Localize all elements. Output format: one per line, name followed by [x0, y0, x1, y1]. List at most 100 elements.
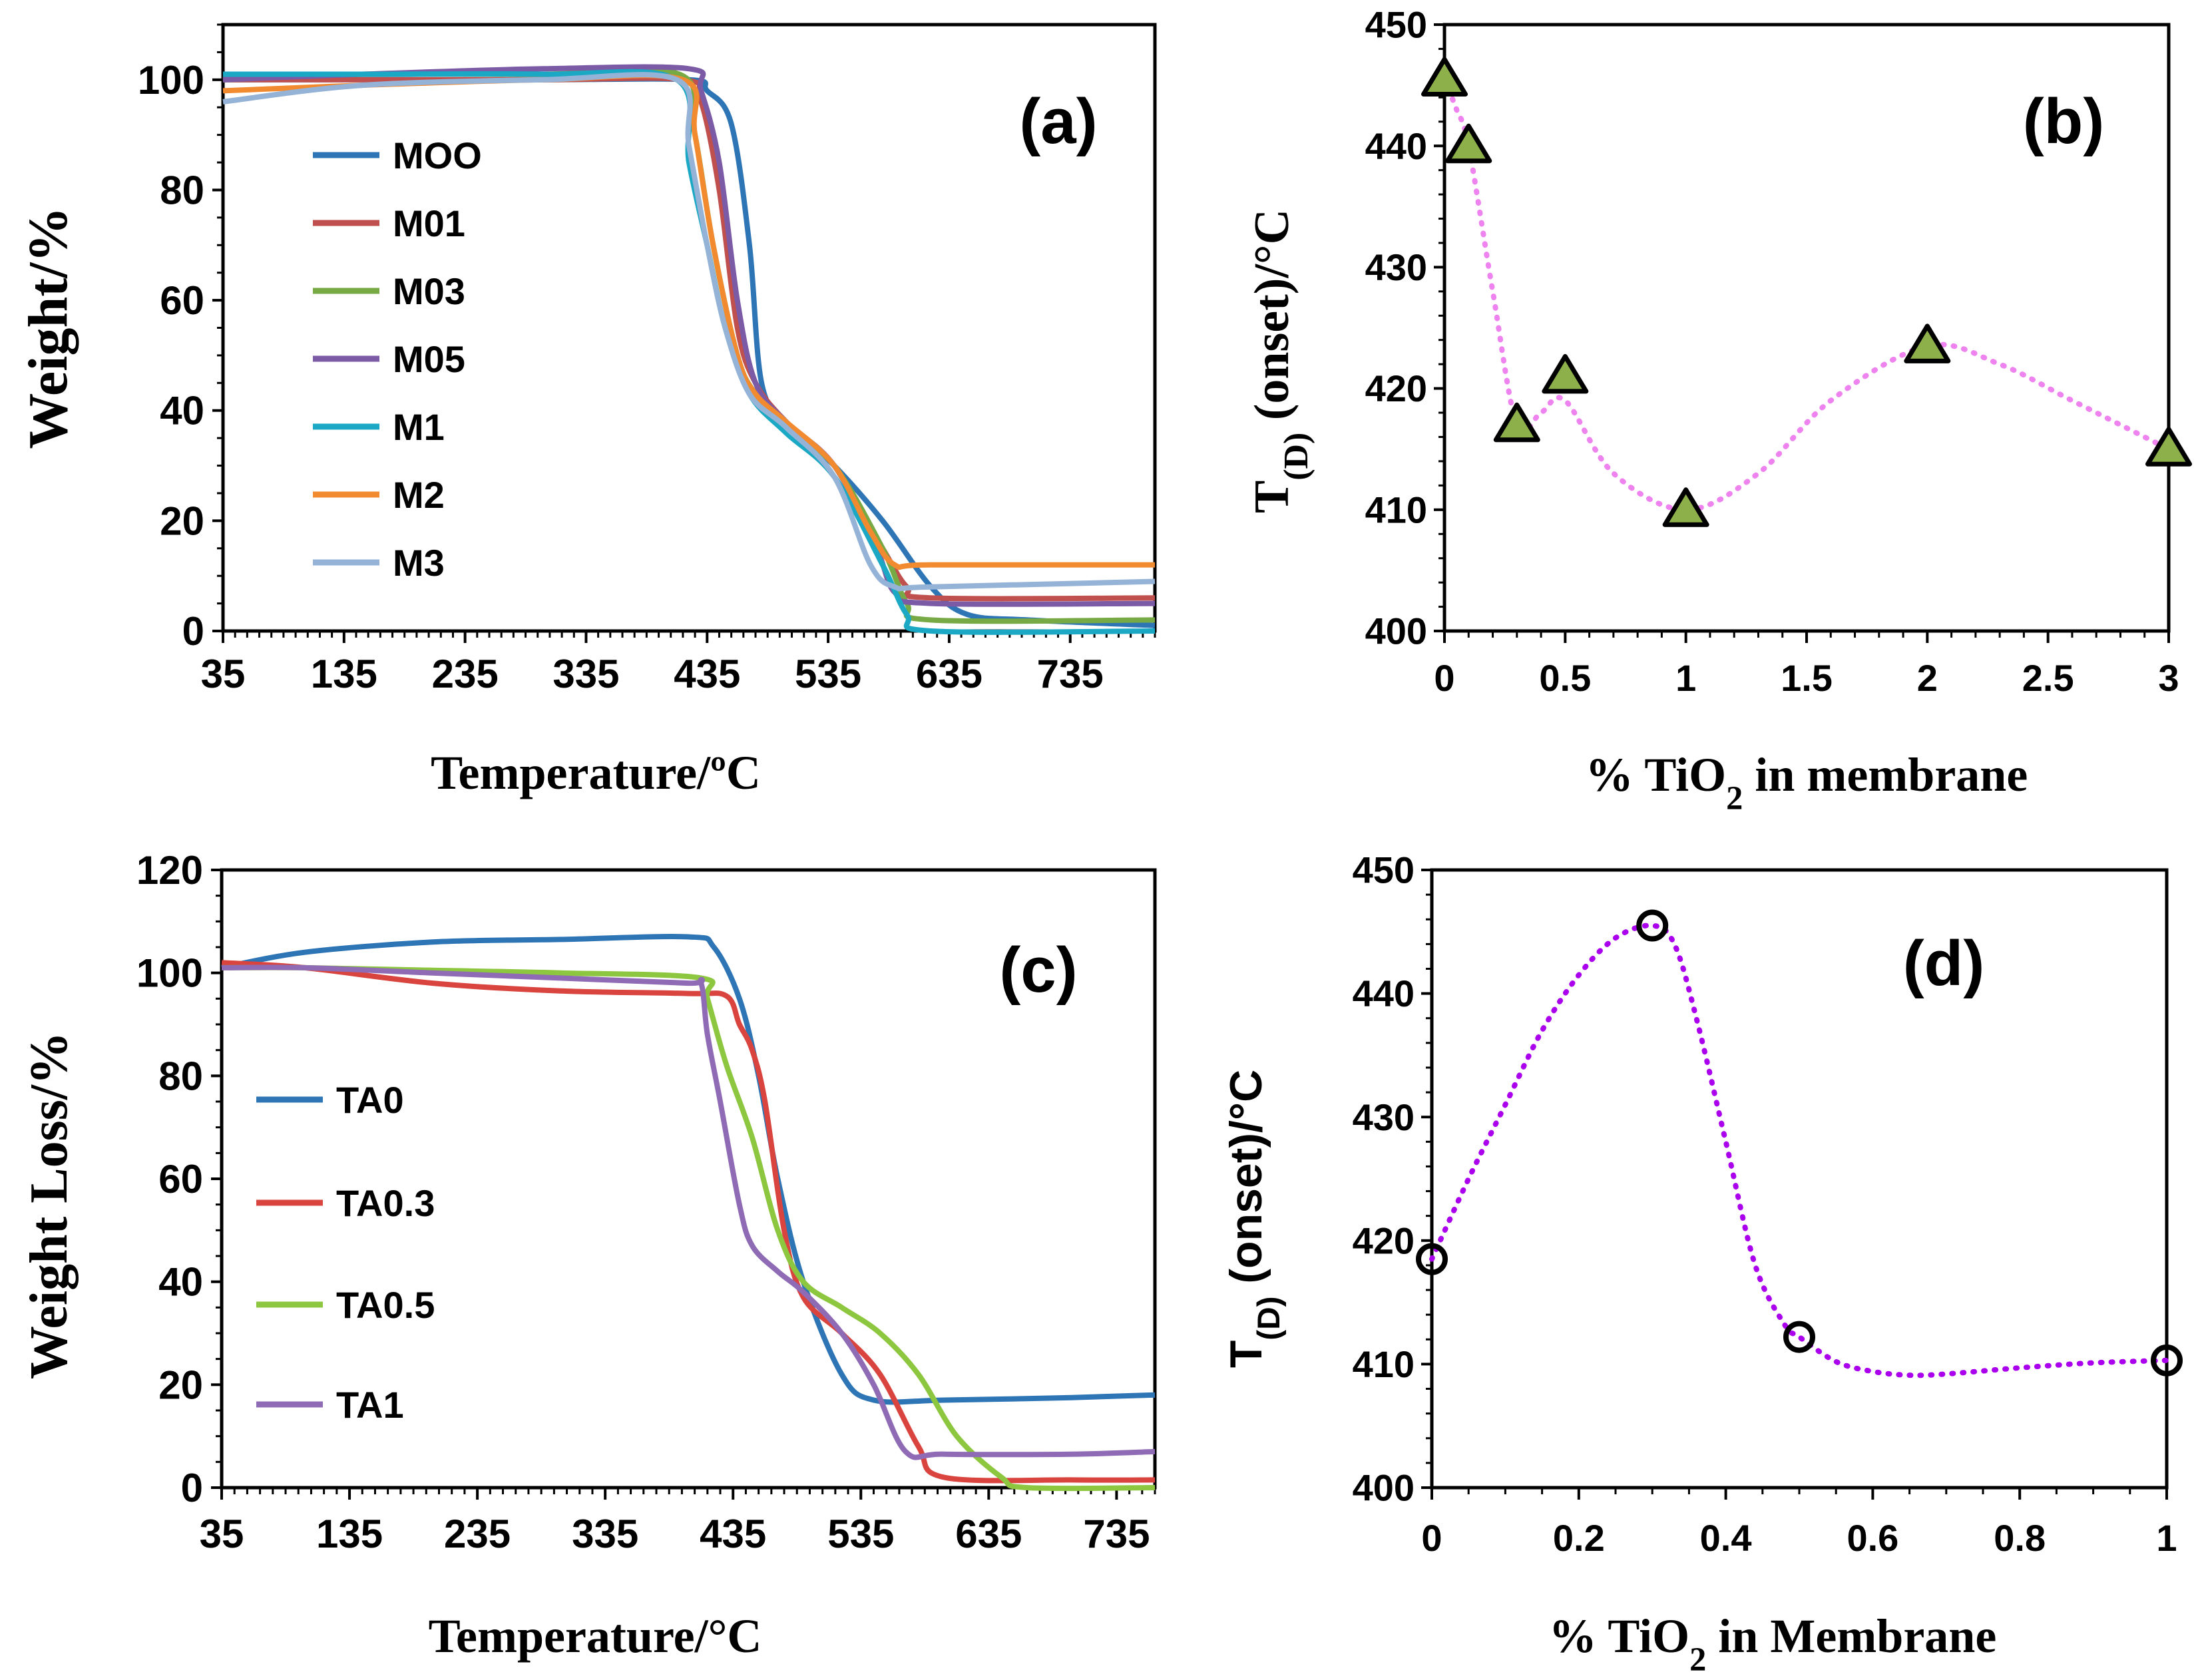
series-line-ta0: [221, 934, 1156, 1405]
legend-label-ta1: TA1: [336, 1384, 404, 1426]
x-tick-label: 735: [1083, 1512, 1150, 1556]
y-tick-label: 80: [158, 1054, 203, 1098]
legend-label-ta0: TA0: [336, 1079, 404, 1121]
x-tick-label: 335: [572, 1512, 638, 1556]
y-tick-label: 440: [1365, 125, 1427, 167]
panel-label-b: (b): [2023, 86, 2105, 157]
x-tick-label: 635: [916, 652, 983, 696]
data-point-triangle: [2145, 427, 2192, 467]
x-tick-label: 535: [795, 652, 861, 696]
x-tick-label: 235: [444, 1512, 511, 1556]
x-tick-label: 235: [432, 652, 499, 696]
x-tick-label: 0: [1434, 657, 1454, 699]
x-tick-label: 535: [827, 1512, 894, 1556]
legend-label-m03: M03: [393, 270, 465, 312]
y-tick-label: 40: [158, 1260, 203, 1305]
y-tick-label: 80: [160, 168, 204, 212]
x-axis-title: Temperature/ºC: [431, 746, 761, 799]
y-axis-title: Weight/%: [17, 206, 79, 449]
trend-line: [1442, 77, 2171, 513]
data-point-triangle: [1662, 487, 1709, 527]
y-tick-label: 120: [136, 848, 203, 893]
panel-label-c: (c): [999, 935, 1077, 1006]
x-tick-label: 0.5: [1539, 657, 1591, 699]
legend-label-moo: MOO: [393, 134, 482, 176]
x-tick-label: 35: [201, 652, 246, 696]
series-line-m3: [222, 72, 1156, 592]
y-tick-label: 410: [1365, 489, 1427, 530]
x-tick-label: 735: [1037, 652, 1104, 696]
x-tick-label: 35: [200, 1512, 244, 1556]
y-tick-label: 100: [138, 58, 204, 103]
x-tick-label: 1: [2156, 1517, 2177, 1559]
legend-label-m2: M2: [393, 474, 445, 516]
y-tick-label: 100: [136, 951, 203, 996]
legend-label-m3: M3: [393, 542, 445, 584]
panel-c-tga-ta-series: 35 135 235 335 435 535 635 735 0 20 40 60 80 100 120 TA…: [20, 848, 1157, 1663]
y-tick-label: 400: [1353, 1467, 1415, 1509]
y-tick-label: 450: [1353, 849, 1415, 891]
x-tick-label: 0.4: [1700, 1517, 1752, 1559]
legend-label-m01: M01: [393, 202, 465, 244]
x-tick-label: 2.5: [2022, 657, 2074, 699]
data-point-circle: [2151, 1344, 2183, 1376]
y-tick-label: 430: [1353, 1096, 1415, 1138]
x-tick-label: 0.8: [1994, 1517, 2046, 1559]
y-tick-label: 0: [181, 1466, 203, 1510]
x-tick-label: 135: [316, 1512, 383, 1556]
trend-line: [1429, 923, 2169, 1378]
data-point-triangle: [1542, 353, 1589, 394]
y-tick-label: 20: [158, 1363, 203, 1407]
y-tick-label: 420: [1365, 367, 1427, 409]
plot-frame: [1430, 868, 2169, 1490]
y-tick-label: 430: [1365, 246, 1427, 288]
x-tick-label: 1.5: [1781, 657, 1833, 699]
x-axis-title: % TiO2 in membrane: [1586, 748, 2028, 817]
x-tick-label: 0: [1421, 1517, 1442, 1559]
y-tick-label: 400: [1365, 610, 1427, 652]
x-tick-label: 635: [955, 1512, 1022, 1556]
x-tick-label: 335: [552, 652, 619, 696]
y-tick-label: 60: [158, 1157, 203, 1201]
x-tick-label: 2: [1917, 657, 1938, 699]
y-tick-label: 0: [182, 609, 204, 654]
x-tick-label: 435: [674, 652, 740, 696]
y-tick-label: 410: [1353, 1343, 1415, 1385]
x-axis-title: % TiO2 in Membrane: [1549, 1609, 1997, 1678]
y-tick-label: 60: [160, 278, 204, 323]
data-point-triangle: [1421, 57, 1468, 97]
data-point-triangle: [1445, 123, 1492, 164]
panel-b-onset-vs-tio2: 0 0.5 1 1.5 2 2.5 3 400 410 420 430 440 450 (b) % TiO2…: [1245, 4, 2192, 817]
legend-label-m1: M1: [393, 406, 445, 448]
y-axis-title: Weight Loss/%: [20, 1032, 79, 1379]
panel-a-tga-membranes: 35 135 235 335 435 535 635 735 0 20 40 60 80 100 MOO M0…: [17, 23, 1157, 799]
legend-label-ta0-3: TA0.3: [336, 1182, 435, 1224]
y-axis-title: T(D) (onset)/°C: [1245, 209, 1315, 513]
y-axis-title: T(D) (onset)/°C: [1221, 1070, 1287, 1368]
series-line-ta0-5: [221, 964, 1156, 1492]
legend-label-m05: M05: [393, 338, 465, 380]
y-tick-label: 440: [1353, 972, 1415, 1014]
data-point-circle: [1636, 909, 1669, 942]
panel-label-a: (a): [1019, 86, 1097, 157]
y-tick-label: 40: [160, 389, 204, 433]
legend-label-ta0-5: TA0.5: [336, 1284, 435, 1326]
y-tick-label: 420: [1353, 1219, 1415, 1261]
series-line-ta1: [221, 964, 1156, 1460]
data-point-circle: [1416, 1243, 1448, 1275]
x-tick-label: 3: [2158, 657, 2179, 699]
x-tick-label: 1: [1675, 657, 1696, 699]
x-tick-label: 0.2: [1553, 1517, 1605, 1559]
panel-label-d: (d): [1903, 928, 1985, 999]
data-point-circle: [1783, 1321, 1815, 1353]
panel-d-onset-vs-tio2: 0 0.2 0.4 0.6 0.8 1 400 410 420 430 440 450 (d) % TiO…: [1221, 849, 2183, 1678]
series-line-ta0-3: [221, 960, 1156, 1484]
data-point-triangle: [1493, 402, 1540, 443]
x-axis-title: Temperature/°C: [429, 1609, 762, 1663]
x-tick-label: 0.6: [1847, 1517, 1898, 1559]
y-tick-label: 450: [1365, 4, 1427, 46]
data-point-triangle: [1904, 323, 1951, 363]
x-tick-label: 135: [311, 652, 377, 696]
x-tick-label: 435: [700, 1512, 766, 1556]
